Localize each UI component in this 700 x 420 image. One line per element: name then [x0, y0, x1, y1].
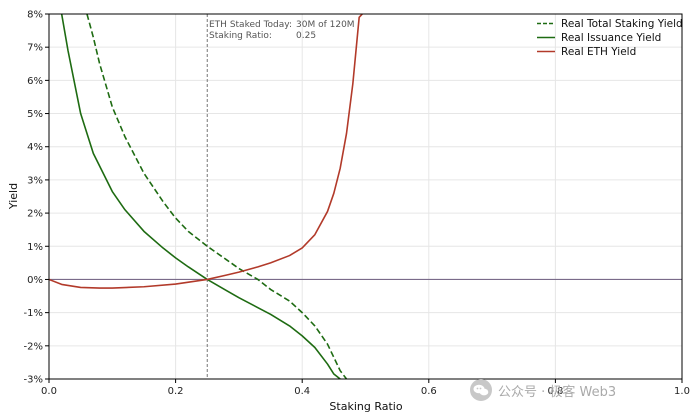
- series-layer: [49, 14, 363, 379]
- legend-label-0: Real Total Staking Yield: [561, 18, 683, 30]
- y-axis-label: Yield: [7, 183, 20, 210]
- y-tick-label: 4%: [27, 142, 43, 153]
- annotation-ratio-value: 0.25: [296, 31, 316, 41]
- annotation-ratio-label: Staking Ratio:: [209, 31, 272, 41]
- y-tick-label: 3%: [27, 175, 43, 186]
- y-tick-label: 0%: [27, 275, 43, 286]
- x-tick-labels: 0.0 0.2 0.4 0.6 0.8 1.0: [41, 386, 690, 397]
- x-tick-label: 0.8: [547, 386, 563, 397]
- legend-label-1: Real Issuance Yield: [561, 32, 661, 44]
- x-tick-label: 0.4: [294, 386, 310, 397]
- x-tick-label: 0.6: [421, 386, 437, 397]
- y-tick-label: 8%: [27, 10, 43, 21]
- y-tick-labels: -3% -2% -1% 0% 1% 2% 3% 4% 5% 6% 7% 8%: [24, 10, 43, 386]
- x-axis-label: Staking Ratio: [329, 400, 402, 413]
- y-tick-label: 5%: [27, 109, 43, 120]
- y-tick-label: 1%: [27, 242, 43, 253]
- annotation-staked-label: ETH Staked Today:: [209, 20, 292, 30]
- wechat-icon: [470, 379, 492, 401]
- y-tick-label: 7%: [27, 43, 43, 54]
- y-tick-label: -1%: [24, 308, 43, 319]
- x-tick-label: 1.0: [674, 386, 690, 397]
- y-tick-label: -3%: [24, 375, 43, 386]
- x-tick-label: 0.0: [41, 386, 57, 397]
- axes: [45, 13, 683, 383]
- watermark: 公众号 · 极客 Web3: [470, 379, 616, 401]
- legend-label-2: Real ETH Yield: [561, 46, 636, 58]
- reference-annotation: ETH Staked Today: 30M of 120M Staking Ra…: [209, 20, 355, 41]
- y-tick-label: 2%: [27, 209, 43, 220]
- x-tick-label: 0.2: [168, 386, 184, 397]
- y-tick-label: 6%: [27, 76, 43, 87]
- y-tick-label: -2%: [24, 341, 43, 352]
- series-line-0: [86, 14, 348, 379]
- plot-frame: [48, 13, 683, 380]
- series-line-2: [49, 14, 363, 289]
- legend: Real Total Staking Yield Real Issuance Yi…: [537, 18, 683, 58]
- annotation-staked-value: 30M of 120M: [296, 20, 355, 30]
- watermark-text: 公众号 · 极客 Web3: [498, 384, 616, 400]
